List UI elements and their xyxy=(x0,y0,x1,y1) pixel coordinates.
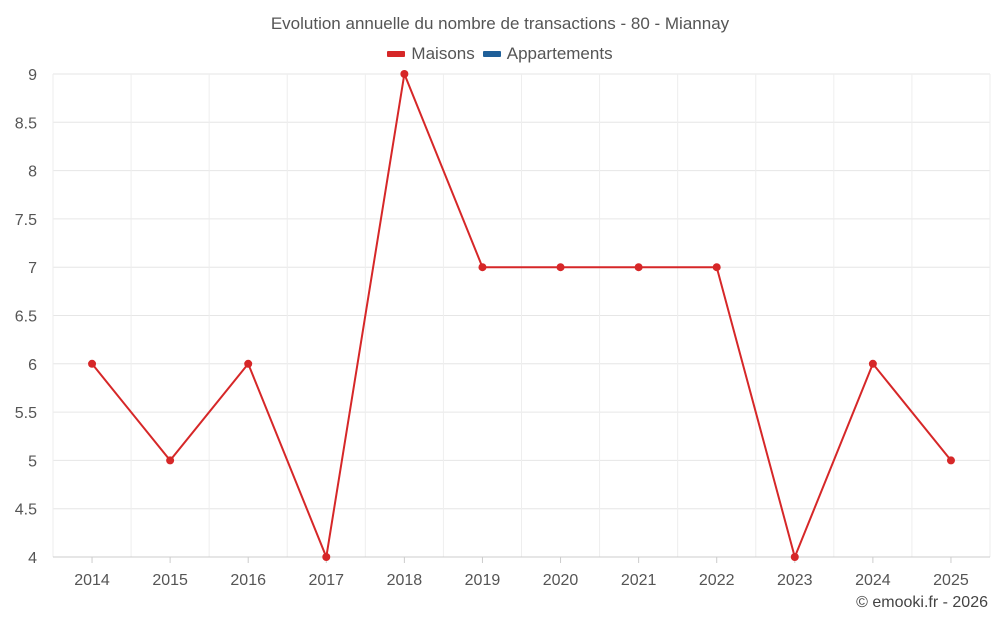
data-point-maisons xyxy=(88,359,97,368)
y-tick-label: 5 xyxy=(28,453,37,470)
chart-legend: Maisons Appartements xyxy=(0,44,1000,64)
legend-item-appartements[interactable]: Appartements xyxy=(482,44,613,64)
credit-text: © emooki.fr - 2026 xyxy=(856,594,988,611)
data-point-maisons xyxy=(946,456,955,465)
data-point-maisons xyxy=(790,553,799,561)
y-tick-label: 6.5 xyxy=(15,309,37,326)
legend-label-maisons: Maisons xyxy=(411,44,475,63)
data-point-maisons xyxy=(556,263,565,272)
data-point-maisons xyxy=(478,263,487,272)
data-point-maisons xyxy=(166,456,175,465)
x-tick-label: 2019 xyxy=(465,572,501,589)
data-point-maisons xyxy=(244,359,253,368)
legend-swatch-appartements xyxy=(482,51,501,57)
x-tick-label: 2016 xyxy=(230,572,266,589)
data-point-maisons xyxy=(712,263,721,272)
y-tick-label: 8.5 xyxy=(15,115,37,132)
y-tick-label: 9 xyxy=(28,67,37,84)
x-tick-label: 2018 xyxy=(387,572,423,589)
legend-swatch-maisons xyxy=(387,51,406,57)
y-tick-label: 6 xyxy=(28,357,37,374)
y-tick-label: 7 xyxy=(28,260,37,277)
legend-label-appartements: Appartements xyxy=(506,44,613,63)
x-tick-label: 2024 xyxy=(855,572,891,589)
legend-item-maisons[interactable]: Maisons xyxy=(387,44,475,64)
x-tick-label: 2022 xyxy=(699,572,735,589)
y-tick-label: 4 xyxy=(28,550,37,567)
x-tick-label: 2020 xyxy=(543,572,579,589)
y-tick-label: 7.5 xyxy=(15,212,37,229)
x-tick-label: 2014 xyxy=(74,572,110,589)
y-tick-label: 5.5 xyxy=(15,405,37,422)
series-line-maisons xyxy=(91,70,952,561)
x-tick-label: 2017 xyxy=(308,572,344,589)
chart-title: Evolution annuelle du nombre de transact… xyxy=(270,14,730,33)
x-tick-label: 2021 xyxy=(621,572,657,589)
x-tick-label: 2023 xyxy=(777,572,813,589)
y-tick-label: 8 xyxy=(28,164,37,181)
x-tick-label: 2025 xyxy=(933,572,969,589)
data-point-maisons xyxy=(634,263,643,272)
y-tick-label: 4.5 xyxy=(15,502,37,519)
data-point-maisons xyxy=(322,553,331,561)
data-point-maisons xyxy=(868,359,877,368)
x-tick-label: 2015 xyxy=(152,572,188,589)
data-point-maisons xyxy=(400,70,409,78)
